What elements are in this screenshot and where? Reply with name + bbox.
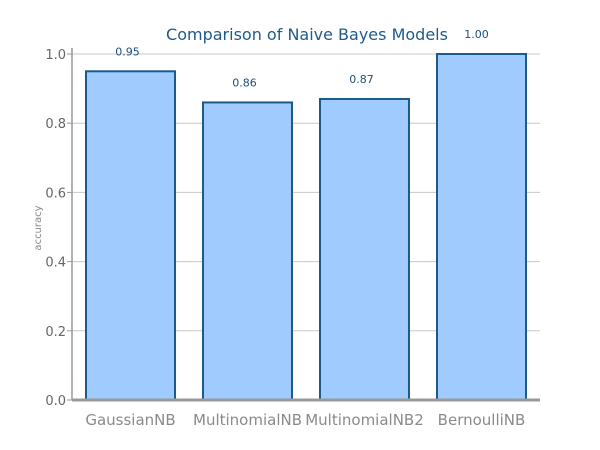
x-tick-label: GaussianNB <box>85 411 175 429</box>
bar <box>319 97 410 401</box>
y-tick-label: 0.4 <box>45 256 66 271</box>
x-tick-label: MultinomialNB2 <box>305 411 424 429</box>
y-tick-label: 0.8 <box>45 117 66 132</box>
x-tick-label: MultinomialNB <box>193 411 302 429</box>
data-label: 1.00 <box>464 28 489 41</box>
y-tick-label: 1.0 <box>45 48 66 63</box>
bar <box>85 70 176 402</box>
bar <box>436 53 527 401</box>
y-axis-label: accuracy <box>33 205 44 250</box>
data-label: 0.87 <box>349 73 374 86</box>
data-label: 0.86 <box>232 76 257 89</box>
data-label: 0.95 <box>115 45 140 58</box>
chart-title: Comparison of Naive Bayes Models <box>166 25 448 44</box>
y-tick-label: 0.2 <box>45 325 66 340</box>
x-tick-label: BernoulliNB <box>438 411 526 429</box>
bar <box>202 101 293 401</box>
y-tick-label: 0.6 <box>45 186 66 201</box>
y-tick-label: 0.0 <box>45 394 66 409</box>
